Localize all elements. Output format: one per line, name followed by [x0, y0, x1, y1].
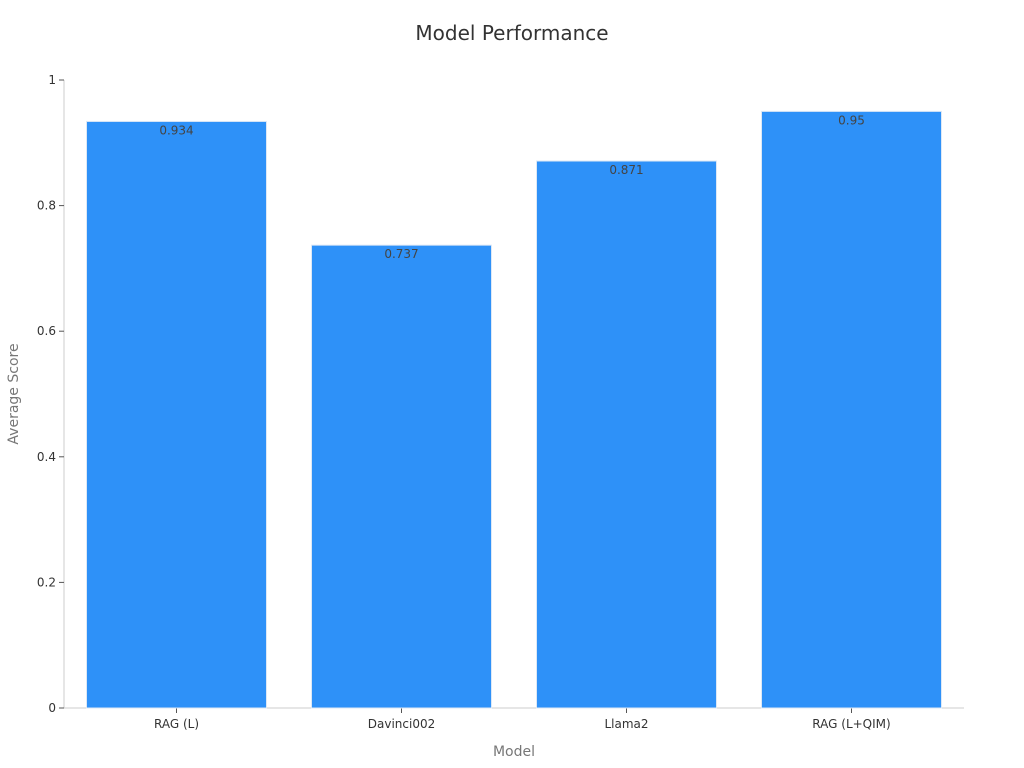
- data-labels: 0.934 0.737 0.871 0.95: [159, 113, 865, 261]
- data-label: 0.871: [609, 163, 643, 177]
- y-tick-label: 0.6: [37, 324, 56, 338]
- y-axis-label: Average Score: [6, 343, 22, 444]
- bar: [536, 160, 717, 709]
- bar: [311, 244, 492, 709]
- y-tick-label: 0: [48, 701, 56, 715]
- x-tick-label: RAG (L): [154, 717, 199, 731]
- y-tick-label: 0.8: [37, 199, 56, 213]
- x-tick-label: RAG (L+QIM): [812, 717, 890, 731]
- bar: [761, 110, 942, 709]
- chart-title: Model Performance: [415, 21, 608, 45]
- bar: [86, 120, 267, 709]
- y-tick-label: 1: [48, 73, 56, 87]
- y-axis: 0 0.2 0.4 0.6 0.8 1: [37, 73, 65, 715]
- x-tick-label: Llama2: [604, 717, 648, 731]
- x-axis: RAG (L) Davinci002 Llama2 RAG (L+QIM): [64, 707, 964, 731]
- data-label: 0.95: [838, 113, 865, 127]
- bars: [86, 110, 942, 709]
- y-tick-label: 0.4: [37, 450, 56, 464]
- data-label: 0.737: [384, 247, 418, 261]
- data-label: 0.934: [159, 123, 193, 137]
- x-tick-label: Davinci002: [368, 717, 435, 731]
- x-axis-label: Model: [493, 744, 535, 760]
- y-tick-label: 0.2: [37, 575, 56, 589]
